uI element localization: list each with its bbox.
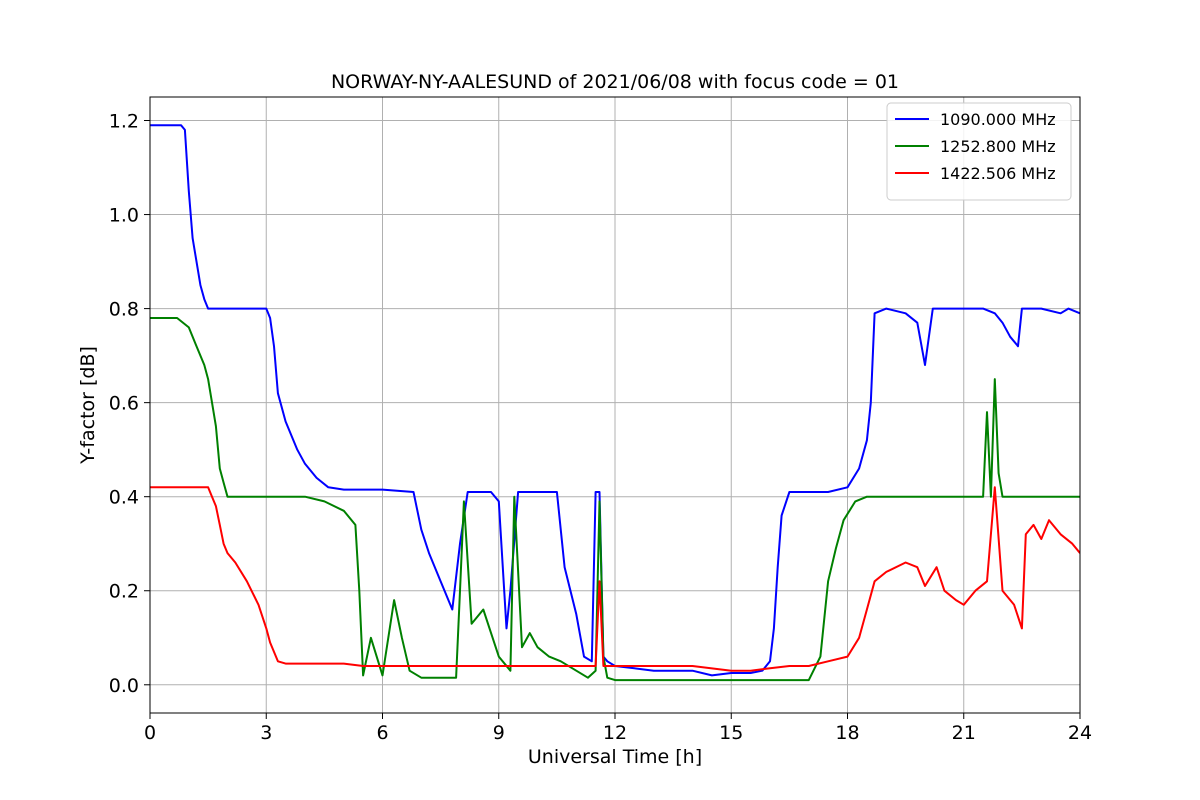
- series-line-1: [150, 317, 1080, 682]
- series-line-0: [150, 124, 1080, 677]
- legend-entry-label: 1252.800 MHz: [940, 137, 1056, 156]
- y-axis: 0.0 0.2 0.4 0.6 0.8 1.0 1.2: [109, 111, 150, 697]
- x-tick-label: 9: [493, 722, 505, 744]
- y-tick-label: 1.2: [109, 111, 139, 133]
- legend-box: [886, 102, 1072, 201]
- x-tick-label: 12: [603, 722, 627, 744]
- x-tick-label: 21: [952, 722, 976, 744]
- x-axis-label: Universal Time [h]: [528, 746, 702, 768]
- x-tick-label: 18: [835, 722, 859, 744]
- legend-entry-label: 1090.000 MHz: [940, 110, 1056, 129]
- legend-entry-label: 1422.506 MHz: [940, 164, 1056, 183]
- y-tick-label: 0.2: [109, 581, 139, 603]
- y-axis-label: Y-factor [dB]: [77, 346, 99, 465]
- x-tick-label: 15: [719, 722, 743, 744]
- x-tick-label: 6: [376, 722, 388, 744]
- series-line-2: [150, 486, 1080, 672]
- y-tick-label: 0.8: [109, 299, 139, 321]
- legend: 1090.000 MHz 1252.800 MHz 1422.506 MHz: [886, 102, 1072, 201]
- y-tick-label: 0.0: [109, 675, 139, 697]
- x-tick-label: 24: [1068, 722, 1092, 744]
- y-tick-label: 0.6: [109, 393, 139, 415]
- x-tick-label: 3: [260, 722, 272, 744]
- plot-area: [150, 124, 1080, 682]
- series-lines: [150, 124, 1080, 682]
- y-tick-label: 1.0: [109, 205, 139, 227]
- chart-title: NORWAY-NY-AALESUND of 2021/06/08 with fo…: [331, 71, 899, 93]
- x-axis: 0 3 6 9 12 15 18 21 24: [144, 713, 1092, 744]
- y-tick-label: 0.4: [109, 487, 139, 509]
- x-tick-label: 0: [144, 722, 156, 744]
